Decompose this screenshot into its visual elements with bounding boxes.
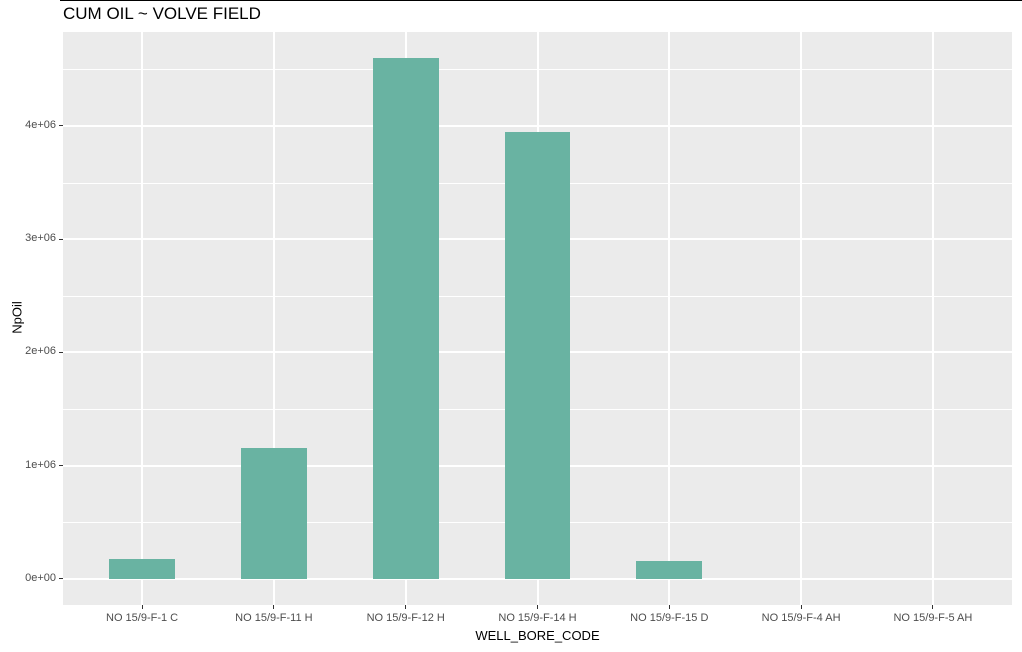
x-tick-mark [405,605,407,609]
bar-NO-15-9-F-15-D [636,560,703,579]
x-tick-label: NO 15/9-F-15 D [630,612,709,624]
x-tick-label: NO 15/9-F-14 H [498,612,577,624]
x-tick-mark [273,605,275,609]
y-axis-title: NpOil [9,300,25,334]
major-gridline-vertical [141,32,144,605]
x-tick-label: NO 15/9-F-12 H [366,612,445,624]
bar-NO-15-9-F-1-C [109,558,176,579]
y-tick-label: 4e+06 [25,118,56,131]
major-gridline-vertical [931,32,934,605]
x-tick-mark [800,605,802,609]
x-tick-label: NO 15/9-F-11 H [235,612,313,624]
y-tick-label: 2e+06 [25,345,56,358]
y-tick-mark [59,465,63,467]
window-top-border [60,0,1022,1]
y-tick-mark [59,578,63,580]
x-tick-mark [537,605,538,609]
plot-panel [63,32,1012,605]
major-gridline-vertical [800,32,803,605]
bar-NO-15-9-F-12-H [372,58,439,579]
x-tick-label: NO 15/9-F-4 AH [761,612,841,624]
major-gridline-vertical [272,32,275,605]
x-tick-label: NO 15/9-F-5 AH [893,612,973,624]
major-gridline-vertical [668,32,671,605]
plot-title: CUM OIL ~ VOLVE FIELD [63,4,261,23]
x-tick-mark [932,605,934,609]
x-axis-title: WELL_BORE_CODE [475,628,600,643]
bar-NO-15-9-F-11-H [240,447,307,579]
y-tick-label: 3e+06 [25,232,56,245]
x-tick-label: NO 15/9-F-1 C [106,612,179,624]
y-tick-label: 1e+06 [25,458,56,471]
y-tick-mark [59,351,63,353]
x-tick-mark [668,605,670,609]
y-tick-mark [59,125,63,127]
y-tick-label: 0e+00 [25,571,56,584]
x-tick-mark [141,605,143,609]
bar-NO-15-9-F-14-H [504,131,571,579]
y-tick-mark [59,238,63,240]
